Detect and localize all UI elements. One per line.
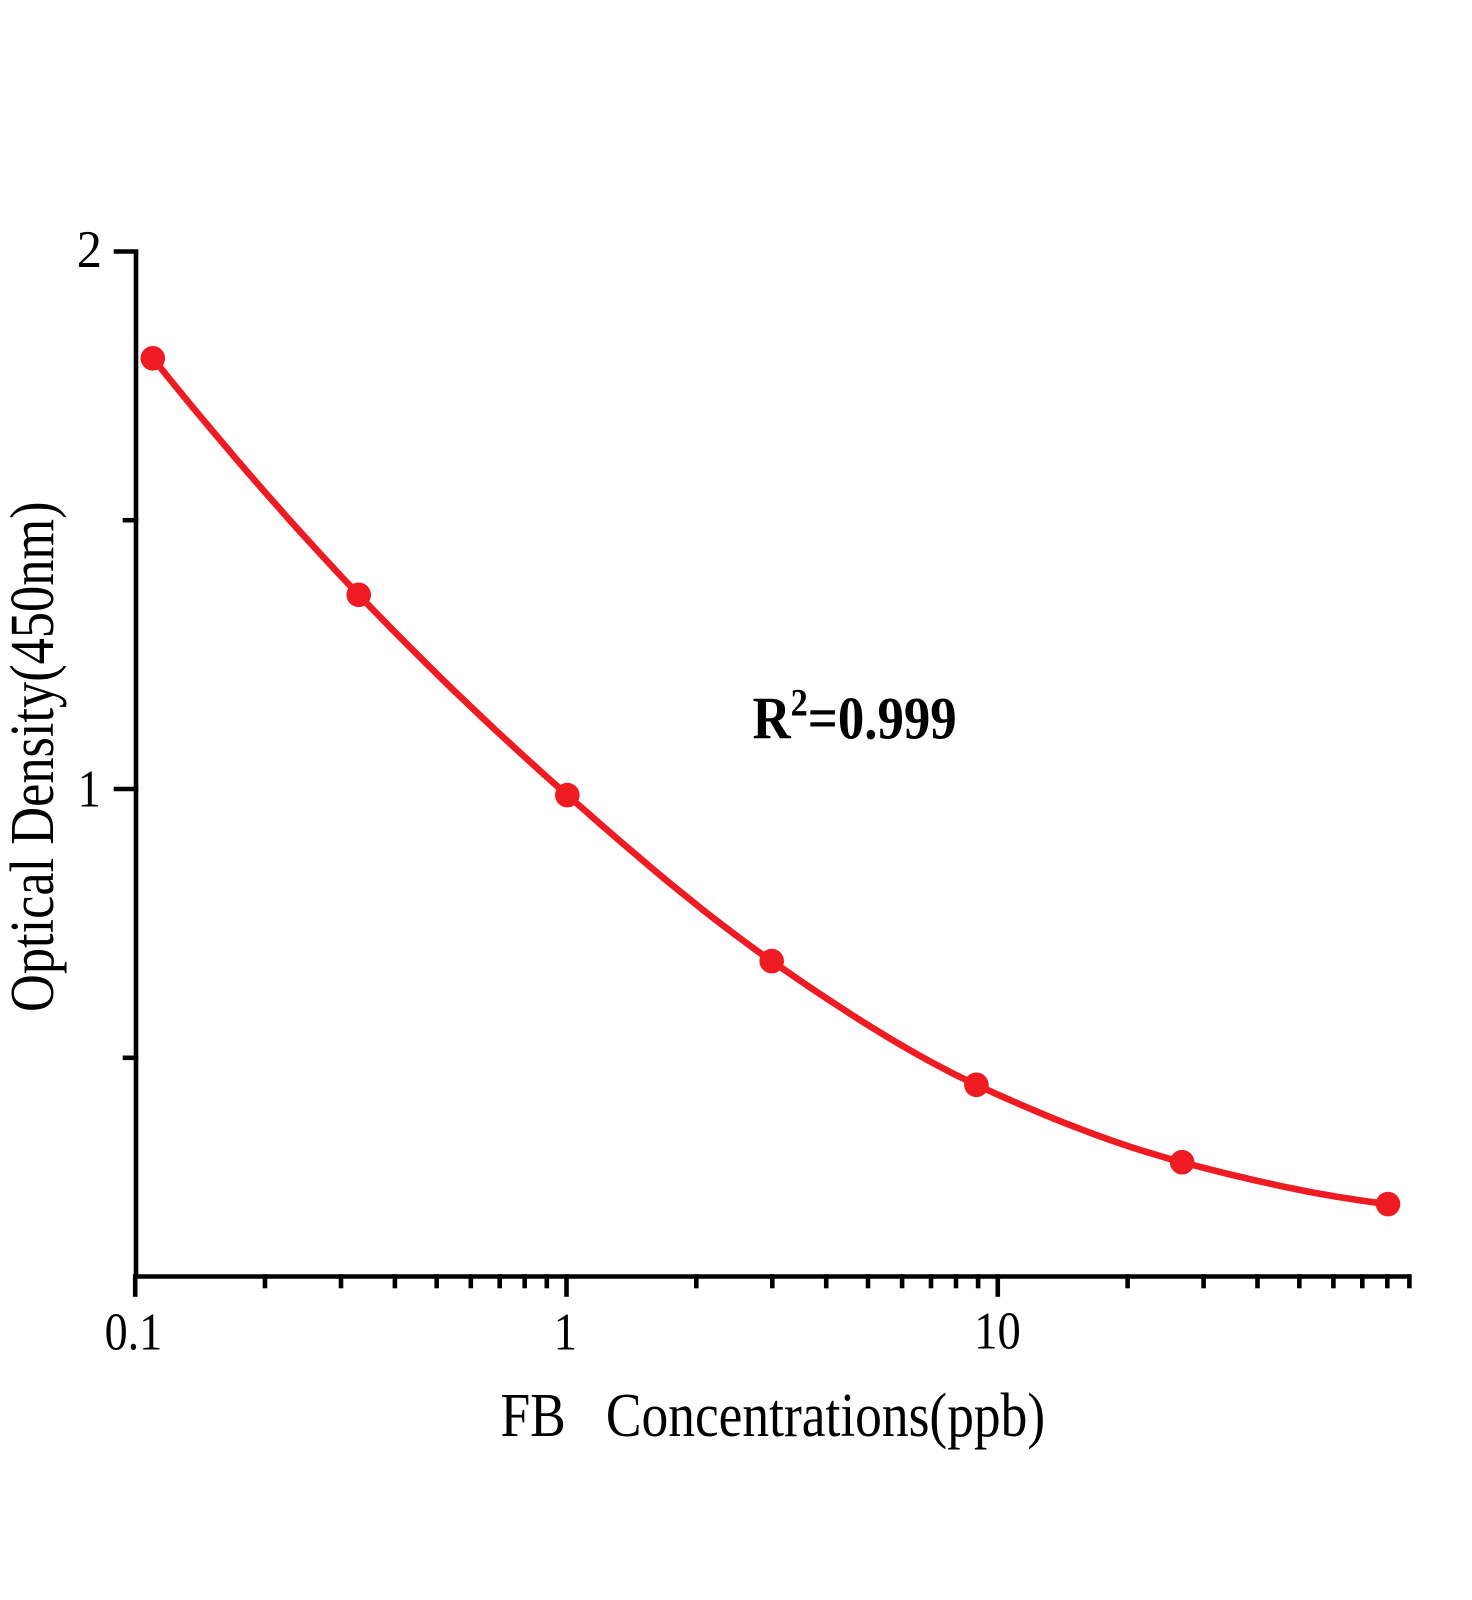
svg-text:2: 2 [77, 221, 102, 279]
svg-text:1: 1 [78, 760, 101, 818]
svg-text:10: 10 [974, 1302, 1021, 1360]
svg-text:Optical Density(450nm): Optical Density(450nm) [0, 501, 67, 1012]
svg-text:1: 1 [554, 1303, 577, 1361]
svg-text:R2=0.999: R2=0.999 [753, 680, 957, 752]
svg-text:0.1: 0.1 [105, 1302, 163, 1361]
svg-text:FB Concentrations(ppb): FB Concentrations(ppb) [500, 1380, 1045, 1450]
